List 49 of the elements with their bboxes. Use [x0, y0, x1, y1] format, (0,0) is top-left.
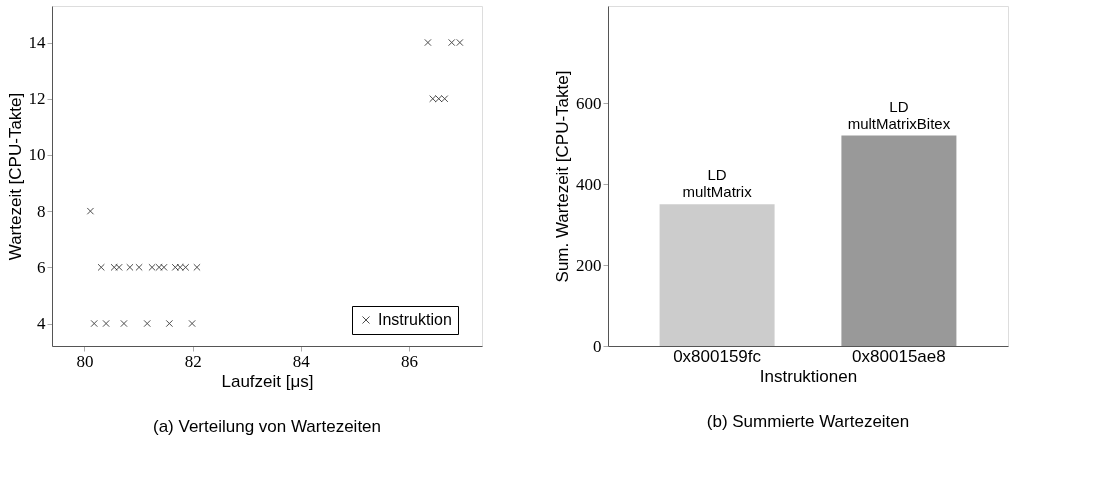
legend-label: Instruktion [378, 311, 452, 328]
point [160, 263, 168, 271]
x-tick-label: 84 [292, 351, 311, 371]
point [135, 263, 143, 271]
y-tick-label: 4 [37, 314, 46, 334]
text: (a) Verteilung von Wartezeiten [152, 417, 382, 436]
point [110, 263, 118, 271]
point [435, 95, 443, 103]
x-axis-title: Laufzeit [μs] [221, 371, 314, 391]
point [126, 263, 134, 271]
point [181, 263, 190, 271]
point [165, 319, 174, 328]
y-tick-label: 8 [37, 201, 46, 221]
y-tick-label: 10 [28, 145, 46, 165]
point [148, 263, 156, 271]
annotation: LD multMatrix [682, 166, 753, 201]
point [86, 207, 95, 215]
point [120, 319, 128, 328]
x-tick-label: 86 [400, 351, 418, 371]
y-tick-label: 0 [593, 336, 602, 356]
point [176, 263, 184, 271]
point [115, 263, 123, 271]
point [193, 263, 201, 271]
x-tick-label: 0x80015ae8 [852, 346, 946, 366]
point [155, 263, 163, 271]
y-tick-label: 400 [576, 174, 602, 194]
point [448, 38, 456, 47]
y-axis-title: Sum. Wartezeit [CPU-Takte] [553, 70, 572, 283]
y-tick-label: 200 [576, 255, 602, 275]
x-tick-label: 80 [76, 351, 94, 371]
y-tick-label: 6 [37, 257, 46, 277]
point [424, 38, 432, 47]
point [97, 263, 105, 271]
y-tick-label: 600 [576, 93, 602, 113]
annotation: LD multMatrixBitex [847, 97, 951, 132]
point [188, 319, 196, 328]
point [441, 95, 449, 103]
point [143, 319, 151, 328]
y-tick-label: 14 [28, 33, 46, 53]
text: (b) Summierte Wartezeiten [706, 412, 910, 431]
x-tick-label: 82 [184, 351, 202, 371]
point [429, 95, 437, 103]
y-axis-title: Wartezeit [CPU-Takte] [5, 92, 25, 261]
x-tick-label: 0x800159fc [673, 346, 762, 366]
x-axis-title: Instruktionen [759, 366, 858, 386]
point [90, 319, 98, 328]
point [456, 38, 464, 47]
point [102, 319, 110, 328]
y-tick-label: 12 [28, 89, 46, 109]
